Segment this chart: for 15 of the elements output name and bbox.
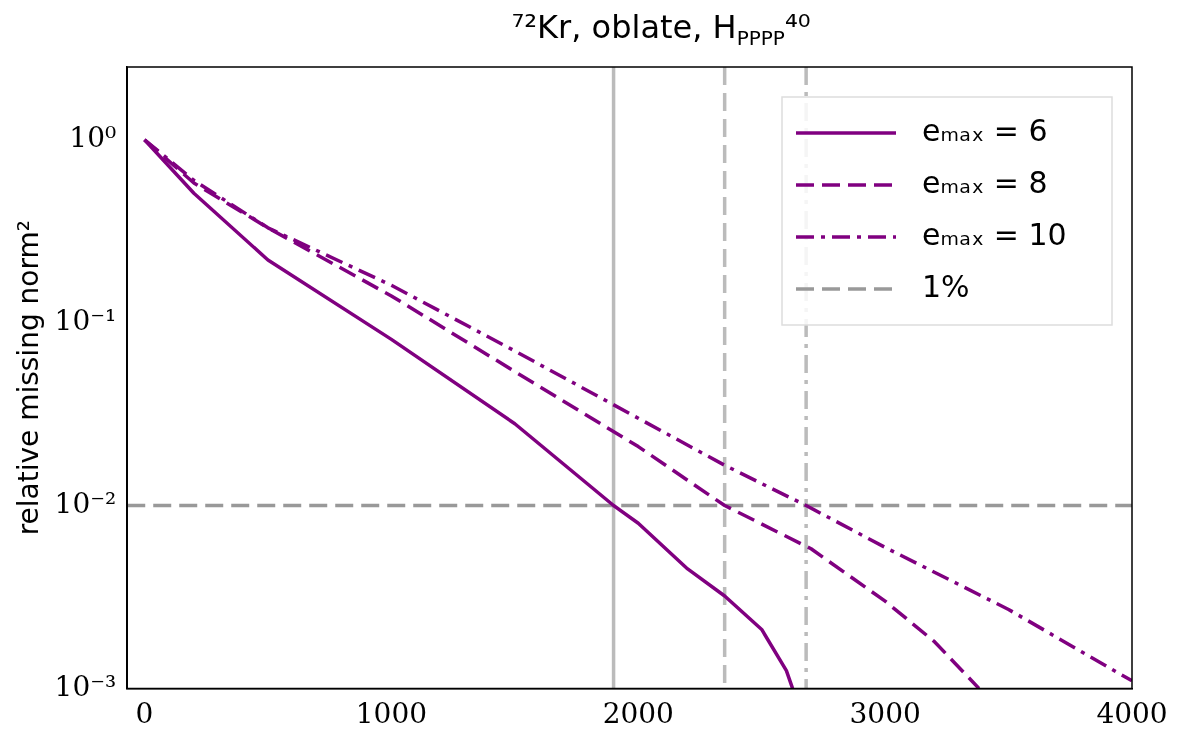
x-tick-label: 3000 bbox=[849, 697, 921, 731]
y-axis-title: relative missing norm² bbox=[12, 220, 46, 536]
x-tick-label: 0 bbox=[135, 697, 154, 731]
chart-title: ⁷²Kr, oblate, H$_{PPPP}$⁴⁰ bbox=[510, 8, 812, 51]
x-tick-label: 4000 bbox=[1096, 697, 1168, 731]
legend-label: 1% bbox=[922, 268, 970, 304]
legend-label: eₘₐₓ = 6 bbox=[922, 112, 1048, 148]
y-tick-label: 10⁻¹ bbox=[54, 303, 117, 337]
y-tick-label: 10⁰ bbox=[69, 121, 117, 155]
legend-label: eₘₐₓ = 8 bbox=[922, 164, 1048, 200]
legend-label: eₘₐₓ = 10 bbox=[922, 216, 1067, 252]
y-tick-label: 10⁻³ bbox=[54, 669, 117, 703]
y-tick-label: 10⁻² bbox=[54, 486, 117, 520]
x-tick-label: 2000 bbox=[602, 697, 674, 731]
x-tick-label: 1000 bbox=[355, 697, 428, 731]
